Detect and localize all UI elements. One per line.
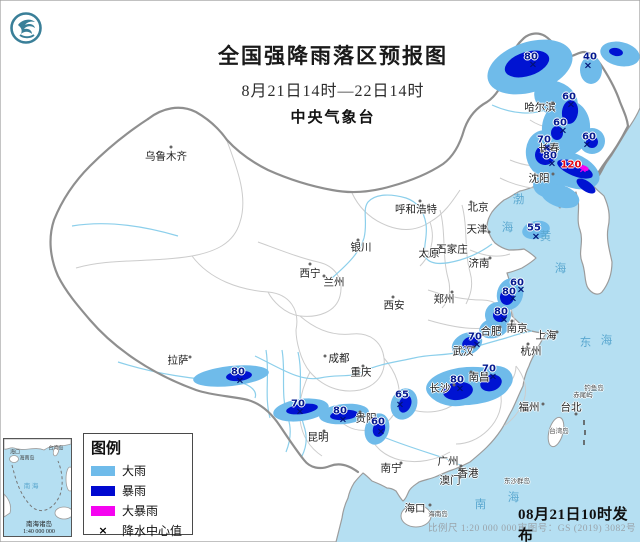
rain-cell-heavy [479, 317, 509, 339]
rain-cell-heavy [540, 183, 580, 209]
rain-cell-storm [499, 289, 515, 305]
footer-map-info: 比例尺 1:20 000 000 审图号：GS (2019) 3082号 [428, 520, 636, 534]
precip-marker-symbol: × [98, 524, 108, 537]
rain-cell-heavy [580, 56, 602, 84]
legend-item: × 降水中心值 [91, 523, 185, 538]
inset-label: 南海诸岛 [26, 521, 52, 528]
rain-cell-storm [226, 370, 252, 382]
hainan-island [400, 504, 432, 528]
inset-label: 海南岛 [19, 456, 35, 462]
rain-cell-storm [504, 50, 550, 78]
rain-cell-storm [443, 381, 473, 401]
rain-cell-heavy [522, 220, 550, 240]
legend-label: 大雨 [122, 464, 147, 478]
rain-cell-storm [535, 145, 555, 165]
legend-item: 大暴雨 [91, 503, 185, 518]
forecast-period: 8月21日14时—22日14时 [241, 83, 425, 100]
page-title: 全国强降雨落区预报图 [218, 44, 448, 68]
rain-cell-storm [286, 403, 318, 415]
inset-label: 1:40 000 000 [23, 529, 55, 535]
legend-box: 图例 大雨暴雨大暴雨 × 降水中心值 [83, 433, 193, 538]
rain-cell-storm [609, 47, 623, 57]
rain-patches [193, 39, 640, 445]
legend-label: 降水中心值 [122, 524, 183, 538]
legend-items: 大雨暴雨大暴雨 × 降水中心值 [91, 463, 185, 538]
legend-item: 大雨 [91, 463, 185, 478]
inset-label: 南 海 [23, 483, 39, 490]
title-block: 全国强降雨落区预报图 8月21日14时—22日14时 中央气象台 [218, 0, 448, 127]
rain-cell-storm [576, 178, 596, 194]
rain-cell-storm [398, 395, 412, 413]
legend-swatch [91, 465, 115, 476]
rain-cell-storm [330, 409, 358, 421]
inset-map: 台湾岛海口 海南岛南 海南海诸岛 1:40 000 000 [3, 438, 72, 537]
rain-cell-storm [372, 421, 386, 437]
rain-cell-storm [480, 374, 502, 392]
inset-map-graphic [4, 439, 71, 536]
rain-cell-storm [493, 308, 507, 322]
rain-cell-storm [586, 136, 598, 148]
rain-cell-severe [579, 165, 589, 171]
rain-cell-storm [561, 100, 579, 124]
dash-line [583, 420, 586, 445]
legend-label: 大暴雨 [122, 504, 159, 518]
approval-number: 审图号：GS (2019) 3082号 [517, 524, 636, 534]
legend-label: 暴雨 [122, 484, 147, 498]
inset-label: 台湾岛 [48, 446, 64, 452]
legend-swatch [91, 485, 115, 496]
taiwan-island [547, 416, 565, 448]
scale-text: 比例尺 1:20 000 000 [428, 524, 518, 534]
cma-logo-icon [9, 11, 43, 45]
legend-title: 图例 [91, 441, 122, 457]
legend-swatch [91, 505, 115, 516]
issue-time: 08月21日10时发布 [518, 507, 629, 542]
agency-name: 中央气象台 [290, 110, 376, 126]
legend-item: 暴雨 [91, 483, 185, 498]
rain-cell-storm [551, 126, 563, 140]
rain-cell-storm [557, 159, 593, 179]
inset-label: 海口 [9, 450, 21, 456]
